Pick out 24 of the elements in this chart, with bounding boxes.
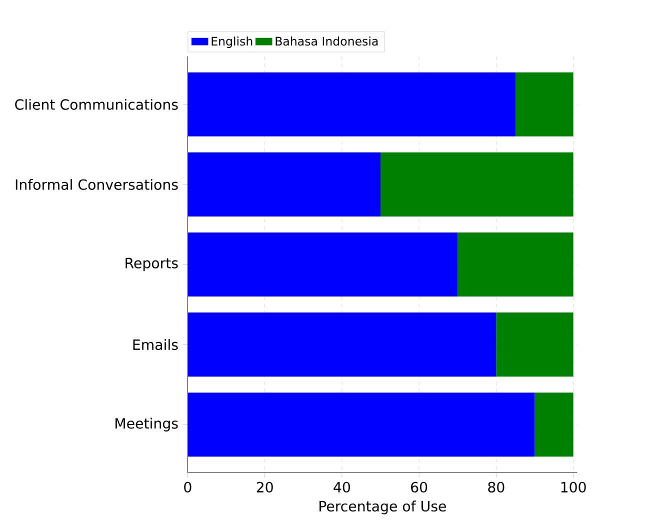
x-tick-label: 0 [184, 482, 192, 492]
bar [515, 72, 574, 136]
y-tick-label: Emails [133, 338, 178, 350]
bar [496, 312, 574, 376]
x-tick-label: 100 [561, 482, 586, 492]
y-tick-label: Meetings [116, 418, 178, 432]
y-tick-label: Informal Conversations [16, 178, 178, 190]
legend-label: Bahasa Indonesia [276, 36, 378, 46]
x-tick-label: 40 [334, 482, 350, 492]
bar [188, 232, 458, 296]
bar [534, 392, 574, 457]
x-axis-title: Percentage of Use [320, 500, 446, 514]
y-tick-label: Client Communications [15, 98, 178, 110]
x-tick-label: 20 [256, 482, 273, 492]
y-tick-label: Reports [126, 258, 178, 271]
x-tick-label: 60 [411, 482, 428, 492]
bar [188, 312, 496, 376]
legend-label: English [212, 36, 252, 48]
bar [188, 392, 535, 457]
bar [380, 152, 574, 216]
bar [458, 232, 574, 296]
bar [188, 152, 381, 216]
x-tick-label: 80 [488, 482, 504, 492]
bar [188, 72, 516, 136]
